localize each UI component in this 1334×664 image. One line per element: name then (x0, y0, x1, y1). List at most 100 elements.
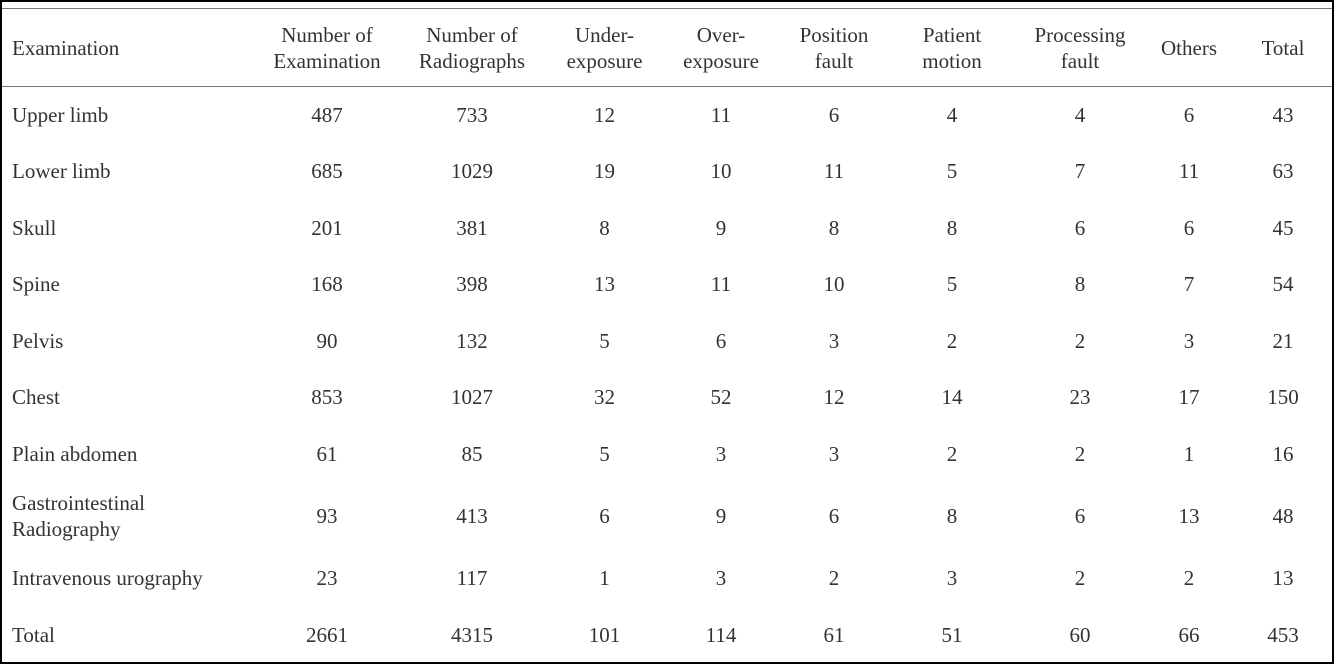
row-label: Plain abdomen (12, 441, 138, 466)
column-header: Total (1234, 9, 1332, 87)
value-cell: 52 (662, 369, 780, 426)
value-cell: 2 (780, 550, 888, 607)
value-cell: 2 (888, 313, 1016, 370)
header-text: exposure (566, 48, 643, 73)
value-cell: 1029 (397, 143, 547, 200)
cell-value: 4315 (451, 622, 493, 647)
cell-value: 9 (715, 504, 727, 528)
value-cell: 4 (888, 87, 1016, 144)
cell-value: 63 (1272, 159, 1294, 184)
cell-value: 2661 (306, 622, 348, 647)
cell-value: 23 (316, 566, 338, 591)
value-cell: 23 (257, 550, 397, 607)
value-cell: 101 (547, 607, 662, 663)
column-header: Others (1144, 9, 1234, 87)
row-label-cell: Intravenous urography (2, 550, 257, 607)
cell-value: 114 (705, 622, 737, 647)
value-cell: 7 (1144, 256, 1234, 313)
value-cell: 48 (1234, 482, 1332, 550)
value-cell: 60 (1016, 607, 1144, 663)
value-cell: 6 (662, 313, 780, 370)
cell-value: 3 (828, 441, 840, 466)
cell-value: 853 (311, 385, 343, 410)
value-cell: 13 (1144, 482, 1234, 550)
cell-value: 4 (946, 103, 958, 127)
cell-value: 13 (1272, 566, 1294, 591)
cell-value: 60 (1069, 622, 1091, 647)
row-label-cell: Upper limb (2, 87, 257, 144)
table-row: Lower limb 685 1029 19 10 11 5 7 11 63 (2, 143, 1332, 200)
value-cell: 3 (662, 550, 780, 607)
row-label: Chest (12, 385, 60, 410)
header-text: Number of (281, 22, 373, 47)
value-cell: 398 (397, 256, 547, 313)
cell-value: 17 (1178, 385, 1200, 410)
header-text: Position (799, 22, 869, 47)
table-row: Gastrointestinal Radiography 93 413 6 9 6 8 6 13… (2, 482, 1332, 550)
cell-value: 6 (828, 504, 840, 528)
value-cell: 54 (1234, 256, 1332, 313)
table-row: Total 2661 4315 101 114 61 51 60 66 453 (2, 607, 1332, 663)
header-text: Others (1161, 35, 1217, 60)
value-cell: 2 (1016, 550, 1144, 607)
value-cell: 10 (662, 143, 780, 200)
column-header: Position fault (780, 9, 888, 87)
value-cell: 1 (547, 550, 662, 607)
value-cell: 150 (1234, 369, 1332, 426)
value-cell: 6 (1144, 200, 1234, 257)
value-cell: 43 (1234, 87, 1332, 144)
value-cell: 2 (888, 426, 1016, 483)
header-text: Patient (922, 22, 982, 47)
value-cell: 45 (1234, 200, 1332, 257)
row-label-cell: Total (2, 607, 257, 663)
cell-value: 101 (588, 622, 621, 647)
cell-value: 11 (710, 272, 732, 297)
row-label-cell: Gastrointestinal Radiography (2, 482, 257, 550)
value-cell: 14 (888, 369, 1016, 426)
value-cell: 85 (397, 426, 547, 483)
header-text: fault (1060, 48, 1100, 73)
cell-value: 52 (710, 385, 732, 410)
cell-value: 23 (1069, 385, 1091, 410)
row-label-cell: Lower limb (2, 143, 257, 200)
cell-value: 2 (1074, 328, 1086, 353)
value-cell: 6 (1016, 482, 1144, 550)
column-header: Under-exposure (547, 9, 662, 87)
value-cell: 10 (780, 256, 888, 313)
cell-value: 11 (710, 103, 732, 127)
header-text: exposure (683, 48, 759, 73)
cell-value: 381 (456, 215, 488, 240)
value-cell: 5 (547, 426, 662, 483)
value-cell: 6 (1016, 200, 1144, 257)
table-row: Skull 201 381 8 9 8 8 6 6 45 (2, 200, 1332, 257)
cell-value: 14 (941, 385, 963, 410)
value-cell: 66 (1144, 607, 1234, 663)
value-cell: 685 (257, 143, 397, 200)
value-cell: 61 (257, 426, 397, 483)
cell-value: 117 (456, 566, 488, 591)
value-cell: 3 (888, 550, 1016, 607)
cell-value: 11 (1178, 159, 1200, 184)
value-cell: 3 (1144, 313, 1234, 370)
cell-value: 413 (456, 504, 488, 528)
cell-value: 10 (710, 159, 732, 184)
row-label: Skull (12, 215, 57, 240)
value-cell: 32 (547, 369, 662, 426)
value-cell: 93 (257, 482, 397, 550)
cell-value: 1027 (451, 385, 493, 410)
row-label: Spine (12, 272, 60, 297)
cell-value: 13 (1178, 504, 1200, 528)
value-cell: 13 (547, 256, 662, 313)
cell-value: 6 (1183, 103, 1195, 127)
value-cell: 90 (257, 313, 397, 370)
cell-value: 1029 (451, 159, 493, 184)
column-header: Over-exposure (662, 9, 780, 87)
cell-value: 2 (946, 441, 958, 466)
header-text: Total (1261, 35, 1305, 60)
cell-value: 5 (599, 441, 610, 466)
cell-value: 6 (828, 103, 840, 127)
value-cell: 413 (397, 482, 547, 550)
table-row: Upper limb 487 733 12 11 6 4 4 6 43 (2, 87, 1332, 144)
cell-value: 4 (1074, 103, 1086, 127)
table-row: Plain abdomen 61 85 5 3 3 2 2 1 16 (2, 426, 1332, 483)
